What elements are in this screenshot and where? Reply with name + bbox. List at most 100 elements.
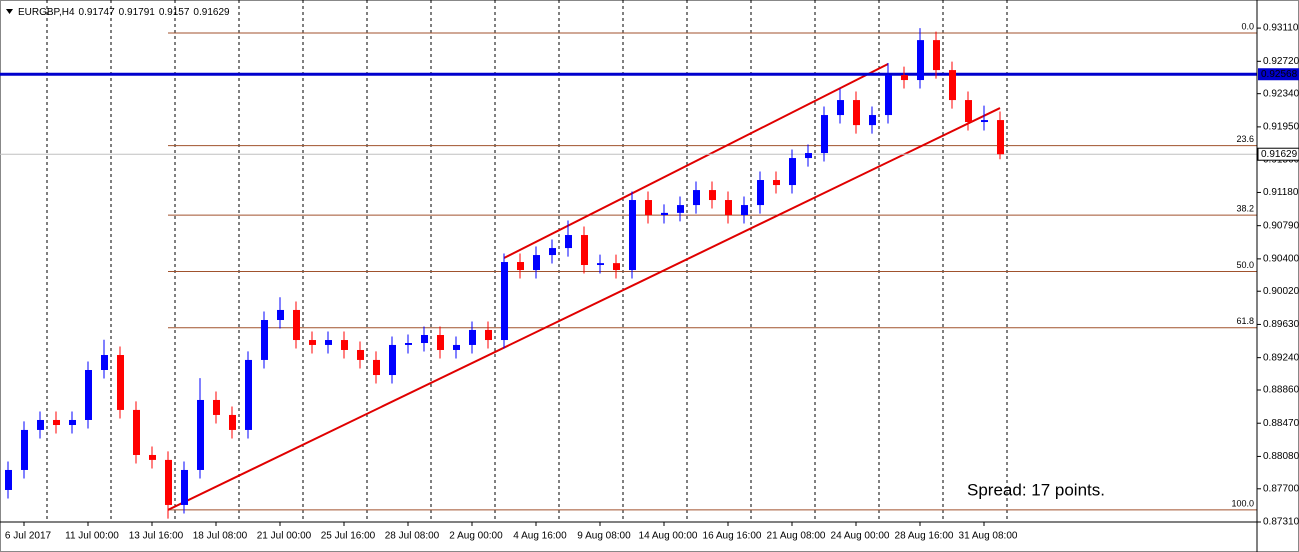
candle-body [725, 200, 732, 216]
candle-body [117, 355, 124, 410]
fibo-label: 50.0 [1236, 260, 1254, 270]
menu-arrow [6, 9, 13, 14]
candle-body [693, 190, 700, 206]
spread-annotation: Spread: 17 points. [967, 480, 1105, 499]
candle-body [309, 340, 316, 345]
candle-body [5, 469, 12, 490]
ohlc-low: 0.9157 [159, 7, 190, 18]
y-tick-label: 0.88860 [1263, 385, 1299, 396]
x-tick-label: 14 Aug 00:00 [639, 531, 698, 542]
hline-box [1258, 68, 1299, 81]
overlays: 0.0 23.6 38.2 50.0 61.8 100.0 [0, 21, 1257, 511]
y-tick-label: 0.90400 [1263, 254, 1299, 265]
candle-body [757, 180, 764, 206]
y-tick-label: 0.89630 [1263, 319, 1299, 330]
candle-body [901, 75, 908, 81]
candle-body [197, 399, 204, 470]
candle-body [933, 40, 940, 71]
y-tick-label: 0.93110 [1263, 23, 1299, 34]
y-tick-label: 0.92720 [1263, 56, 1299, 67]
candle-body [565, 235, 572, 249]
x-tick-label: 4 Aug 16:00 [513, 531, 567, 542]
candle-body [613, 263, 620, 271]
x-tick-label: 16 Aug 16:00 [703, 531, 762, 542]
x-tick-label: 24 Aug 00:00 [831, 531, 890, 542]
y-tick-label: 0.90020 [1263, 286, 1299, 297]
fibo-label: 0.0 [1241, 21, 1254, 31]
x-tick-label: 28 Jul 08:00 [385, 531, 440, 542]
candle-body [69, 419, 76, 426]
candle-body [549, 248, 556, 256]
candle-body [677, 205, 684, 213]
x-tick-label: 9 Aug 08:00 [577, 531, 631, 542]
ohlc-open: 0.91747 [79, 7, 116, 18]
candle-body [261, 320, 268, 360]
candle-body [629, 200, 636, 271]
candle-body [789, 158, 796, 186]
hline-label: 0.92568 [1261, 69, 1298, 80]
candle-body [325, 340, 332, 345]
candle-body [85, 369, 92, 420]
y-tick-label: 0.90790 [1263, 220, 1299, 231]
candle-body [389, 344, 396, 376]
grid [46, 0, 1008, 522]
candle-body [517, 262, 524, 271]
candle-body [133, 409, 140, 455]
candle-body [949, 70, 956, 101]
x-tick-label: 31 Aug 08:00 [959, 531, 1018, 542]
y-tick-label: 0.89240 [1263, 352, 1299, 363]
candle-body [805, 153, 812, 159]
candle-body [229, 414, 236, 430]
candles [5, 28, 1004, 519]
candle-body [709, 190, 716, 201]
candle-body [373, 359, 380, 376]
candle-body [101, 355, 108, 370]
candle-body [965, 100, 972, 123]
chart-header: EURGBP,H4 0.91747 0.91791 0.9157 0.91629 [18, 7, 230, 18]
x-tick-label: 6 Jul 2017 [5, 531, 52, 542]
symbol: EURGBP,H4 [18, 7, 75, 18]
y-tick-label: 0.91180 [1263, 187, 1299, 198]
candle-body [181, 469, 188, 505]
fibo-label: 23.6 [1236, 134, 1254, 144]
candle-body [293, 309, 300, 341]
candle-body [501, 262, 508, 341]
candle-body [773, 180, 780, 186]
candle-body [885, 75, 892, 116]
candle-body [917, 40, 924, 81]
candle-body [821, 115, 828, 154]
candle-body [981, 120, 988, 123]
candle-body [37, 419, 44, 430]
x-tick-label: 13 Jul 16:00 [129, 531, 184, 542]
candle-body [165, 459, 172, 505]
x-tick-label: 2 Aug 00:00 [449, 531, 503, 542]
candle-body [645, 200, 652, 216]
candle-body [21, 429, 28, 470]
candle-body [837, 100, 844, 116]
x-tick-label: 18 Jul 08:00 [193, 531, 248, 542]
y-tick-label: 0.87310 [1263, 517, 1299, 528]
x-tick-label: 25 Jul 16:00 [321, 531, 376, 542]
candle-body [245, 359, 252, 430]
candle-body [661, 212, 668, 216]
bid-label: 0.91629 [1261, 149, 1298, 160]
candle-body [357, 349, 364, 360]
candle-body [469, 329, 476, 345]
candle-body [453, 344, 460, 350]
candle-body [597, 263, 604, 266]
candle-body [149, 454, 156, 460]
x-tick-label: 21 Jul 00:00 [257, 531, 312, 542]
y-tick-label: 0.92340 [1263, 88, 1299, 99]
candle-body [341, 340, 348, 350]
x-tick-label: 11 Jul 00:00 [65, 531, 119, 542]
trendline [167, 107, 1001, 511]
ohlc-high: 0.91791 [119, 7, 156, 18]
candle-body [485, 329, 492, 341]
y-tick-label: 0.91950 [1263, 122, 1299, 133]
candle-body [213, 399, 220, 415]
y-tick-label: 0.88470 [1263, 418, 1299, 429]
candle-body [405, 343, 412, 345]
